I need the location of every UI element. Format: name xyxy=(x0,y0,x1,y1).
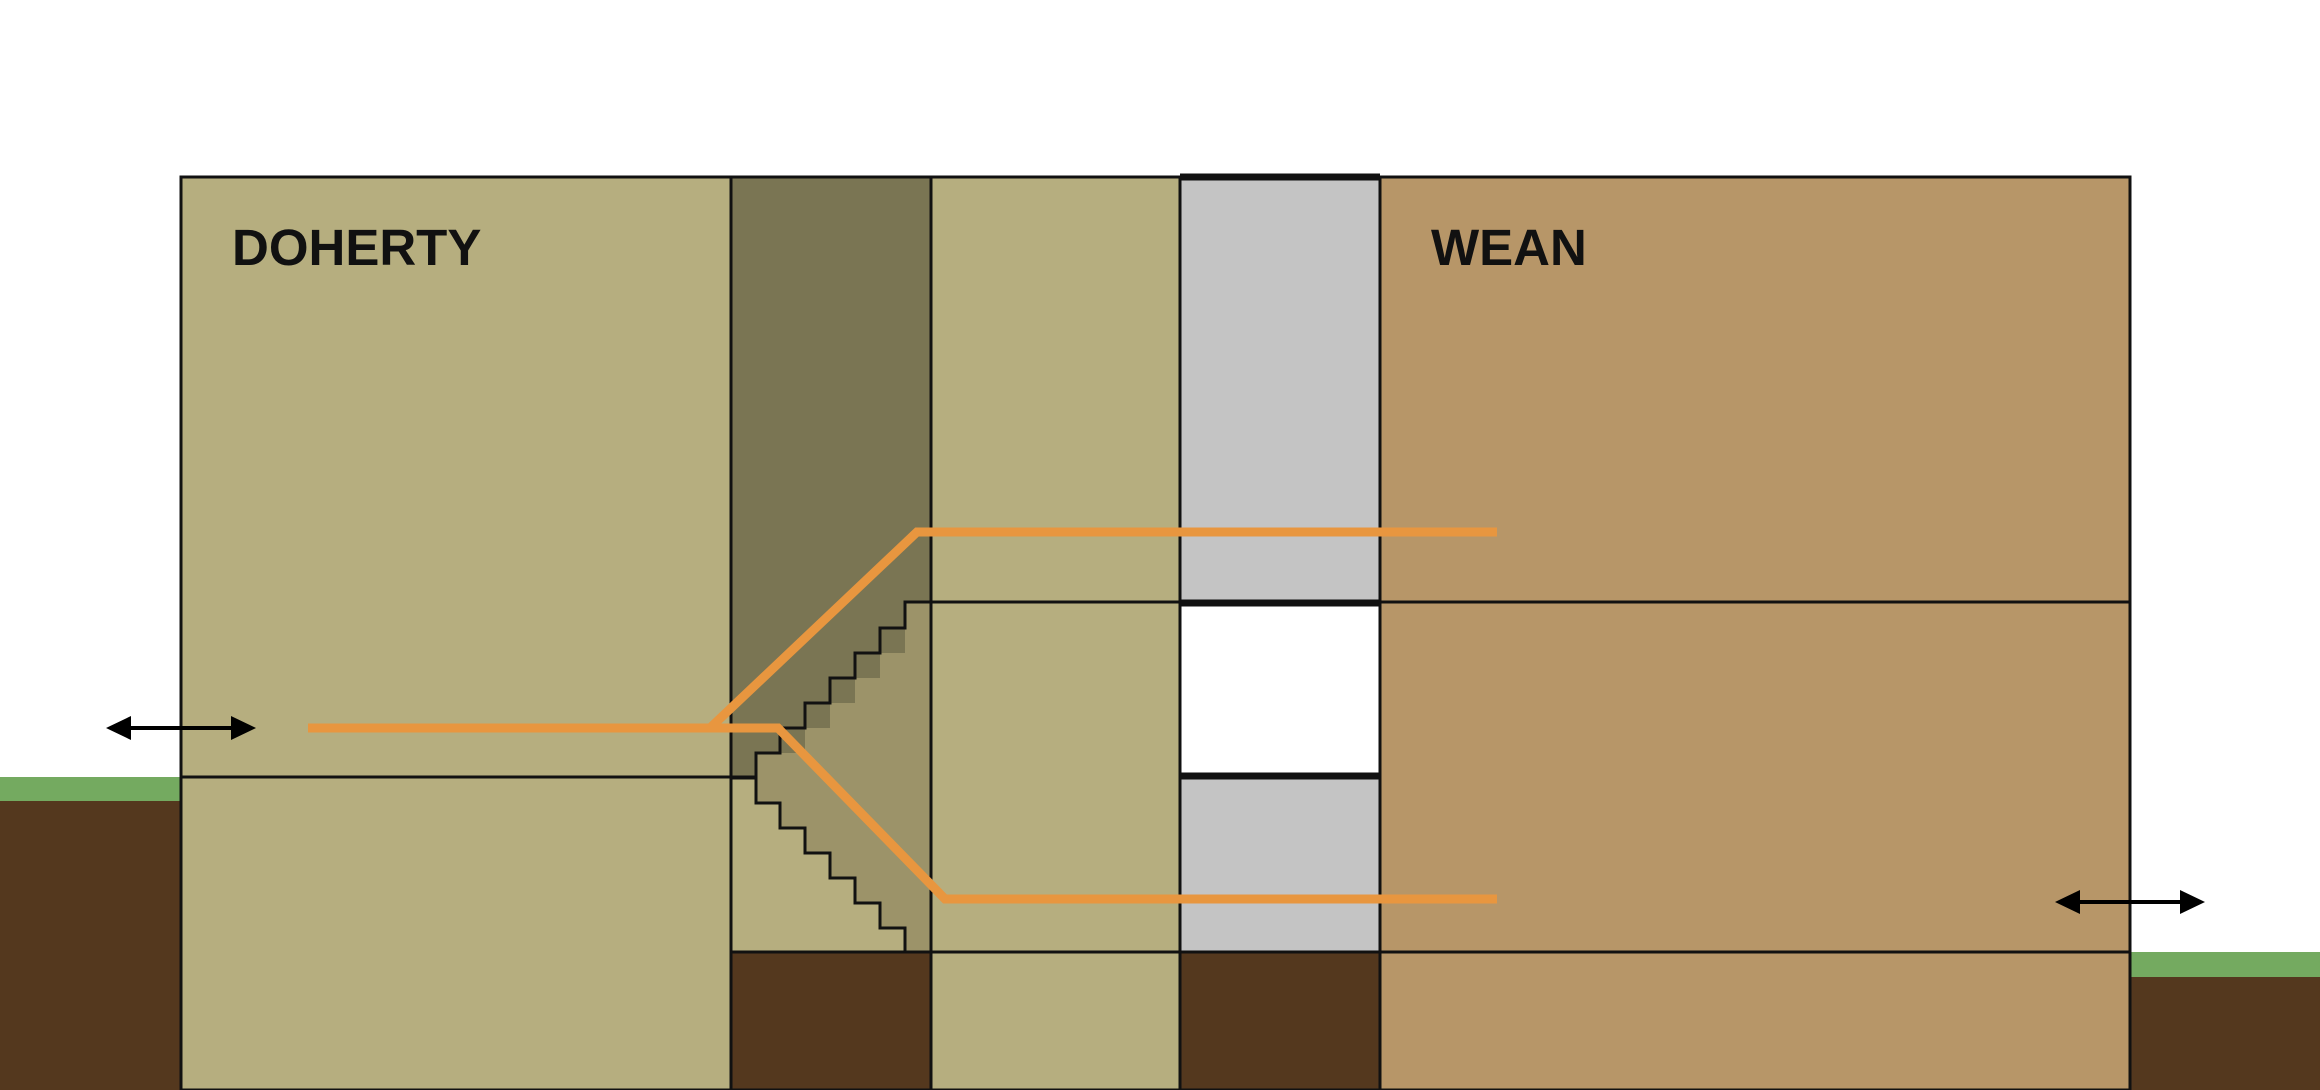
grass-right xyxy=(2130,952,2320,977)
grass-left xyxy=(0,777,181,801)
ground-right xyxy=(2130,952,2320,1090)
gap-opening xyxy=(1178,600,1382,779)
gap-upper xyxy=(1178,175,1382,604)
double-arrow-icon xyxy=(106,716,256,740)
soil-right xyxy=(2130,976,2320,1090)
doherty-label: DOHERTY xyxy=(232,219,481,276)
gap-lower xyxy=(1178,775,1382,954)
stair-fill xyxy=(756,602,931,952)
left-arrow-head-right xyxy=(231,716,256,740)
right-arrow-head-left xyxy=(2055,890,2080,914)
wean-building xyxy=(1378,175,2132,1090)
left-arrow-head-left xyxy=(106,716,131,740)
ground-left xyxy=(0,777,181,1090)
double-arrow-icon xyxy=(2055,890,2205,914)
doherty-building xyxy=(179,175,733,1090)
right-arrow-head-right xyxy=(2180,890,2205,914)
corridor-column xyxy=(929,175,1182,1090)
wean-label: WEAN xyxy=(1431,219,1587,276)
stair-steps-upper xyxy=(731,600,931,780)
stair-base-soil xyxy=(729,950,933,1090)
gap-base-soil xyxy=(1178,950,1382,1090)
route-upper xyxy=(308,527,1497,733)
soil-left xyxy=(0,800,181,1090)
stair-steps-lower xyxy=(731,776,907,952)
route-lower xyxy=(708,723,1497,904)
